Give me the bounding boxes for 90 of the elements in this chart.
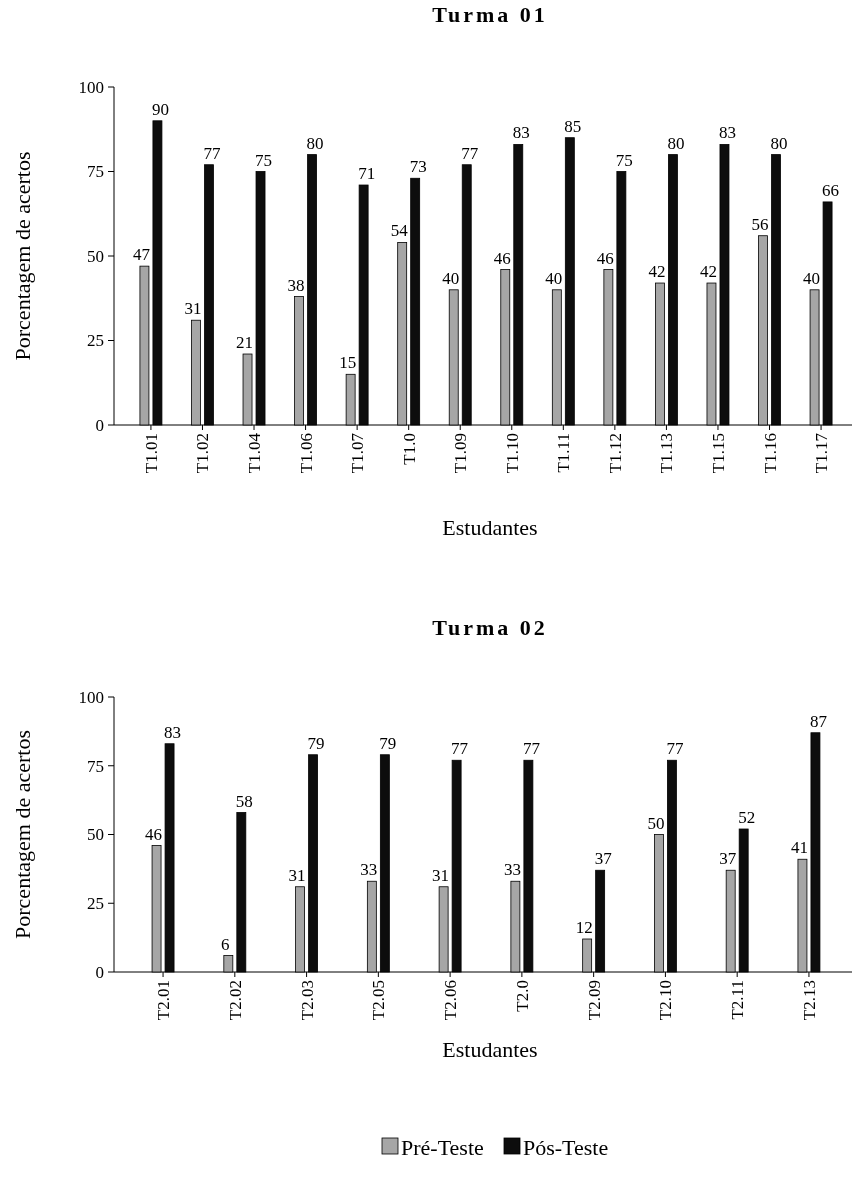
data-label: 40 bbox=[803, 268, 821, 288]
data-label: 83 bbox=[512, 123, 530, 143]
y-tick-label: 25 bbox=[87, 331, 104, 351]
y-tick-label: 0 bbox=[95, 415, 104, 435]
data-label: 50 bbox=[647, 813, 665, 833]
data-label: 40 bbox=[545, 268, 563, 288]
data-label: 40 bbox=[442, 268, 460, 288]
y-tick-label: 50 bbox=[87, 246, 104, 266]
data-label: 77 bbox=[461, 143, 479, 163]
data-label: 31 bbox=[432, 865, 450, 885]
y-tick-label: 75 bbox=[87, 756, 104, 776]
x-tick-label: T2.13 bbox=[799, 980, 819, 1021]
data-label: 83 bbox=[718, 123, 736, 143]
data-label: 80 bbox=[667, 133, 685, 153]
data-label: 12 bbox=[575, 918, 593, 937]
data-label: 46 bbox=[596, 248, 614, 268]
data-label: 41 bbox=[790, 838, 808, 858]
data-label: 77 bbox=[451, 739, 469, 759]
x-tick-label: T1.15 bbox=[708, 433, 728, 474]
data-label: 37 bbox=[594, 849, 613, 869]
y-tick-label: 0 bbox=[95, 962, 104, 982]
data-label: 38 bbox=[287, 275, 305, 295]
data-label: 47 bbox=[132, 245, 151, 265]
data-label: 87 bbox=[809, 711, 828, 731]
data-label: 73 bbox=[409, 157, 427, 177]
x-tick-label: T2.02 bbox=[225, 980, 245, 1021]
x-tick-label: T2.01 bbox=[154, 980, 174, 1021]
x-tick-label: T1.13 bbox=[657, 433, 677, 474]
x-tick-label: T1.09 bbox=[451, 433, 471, 474]
y-axis-title: Porcentagem de acertos bbox=[10, 151, 35, 361]
data-label: 33 bbox=[360, 860, 378, 880]
data-label: 80 bbox=[770, 133, 788, 153]
y-tick-label: 25 bbox=[87, 894, 104, 914]
x-tick-label: T1.12 bbox=[605, 433, 625, 474]
data-label: 33 bbox=[503, 860, 521, 880]
data-label: 66 bbox=[822, 180, 840, 200]
data-label: 83 bbox=[164, 722, 182, 742]
y-tick-label: 100 bbox=[78, 77, 104, 97]
data-label: 75 bbox=[615, 150, 633, 170]
x-tick-label: T1.01 bbox=[141, 433, 161, 474]
x-tick-label: T1.07 bbox=[348, 432, 368, 474]
x-tick-label: T1.17 bbox=[812, 432, 832, 474]
x-tick-label: T1.11 bbox=[554, 433, 574, 473]
x-tick-label: T2.05 bbox=[369, 980, 389, 1021]
y-tick-label: 50 bbox=[87, 825, 104, 845]
data-label: 77 bbox=[522, 739, 541, 759]
data-label: 52 bbox=[738, 808, 756, 827]
x-tick-label: T1.06 bbox=[296, 433, 316, 474]
data-label: 54 bbox=[390, 221, 409, 241]
data-label: 71 bbox=[358, 164, 376, 184]
y-tick-label: 75 bbox=[87, 162, 104, 182]
legend-label: Pós-Teste bbox=[523, 1134, 609, 1160]
data-label: 42 bbox=[699, 262, 717, 282]
data-label: 15 bbox=[339, 353, 357, 373]
data-label: 31 bbox=[184, 299, 202, 319]
chart-title: Turma 01 bbox=[432, 2, 548, 27]
data-label: 6 bbox=[221, 934, 230, 954]
data-label: 21 bbox=[236, 333, 254, 353]
x-tick-label: T2.10 bbox=[656, 980, 676, 1021]
y-tick-label: 100 bbox=[78, 687, 104, 707]
data-label: 75 bbox=[255, 150, 273, 170]
x-tick-label: T1.02 bbox=[193, 433, 213, 474]
x-tick-label: T2.06 bbox=[441, 980, 461, 1021]
x-tick-label: T1.16 bbox=[760, 433, 780, 474]
x-axis-title: Estudantes bbox=[442, 515, 538, 540]
data-label: 46 bbox=[493, 248, 511, 268]
x-tick-label: T1.0 bbox=[399, 433, 419, 465]
x-tick-label: T1.04 bbox=[245, 432, 265, 474]
data-label: 77 bbox=[203, 143, 221, 163]
data-label: 85 bbox=[564, 116, 582, 136]
data-label: 79 bbox=[379, 733, 397, 753]
x-tick-label: T2.03 bbox=[297, 980, 317, 1021]
data-label: 37 bbox=[719, 849, 737, 869]
x-tick-label: T2.11 bbox=[728, 980, 748, 1020]
data-label: 56 bbox=[751, 214, 769, 234]
y-axis-title: Porcentagem de acertos bbox=[10, 730, 35, 939]
data-label: 58 bbox=[235, 791, 253, 811]
data-label: 31 bbox=[288, 865, 306, 885]
x-tick-label: T2.0 bbox=[512, 980, 532, 1012]
legend-label: Pré-Teste bbox=[401, 1134, 484, 1160]
x-tick-label: T1.10 bbox=[502, 433, 522, 474]
data-label: 79 bbox=[307, 733, 325, 753]
data-label: 77 bbox=[666, 739, 684, 759]
chart-title: Turma 02 bbox=[432, 615, 548, 640]
x-tick-label: T2.09 bbox=[584, 980, 604, 1021]
data-label: 46 bbox=[145, 824, 163, 844]
data-label: 90 bbox=[151, 99, 169, 119]
x-axis-title: Estudantes bbox=[442, 1037, 538, 1062]
data-label: 80 bbox=[306, 133, 324, 153]
data-label: 42 bbox=[648, 262, 666, 282]
